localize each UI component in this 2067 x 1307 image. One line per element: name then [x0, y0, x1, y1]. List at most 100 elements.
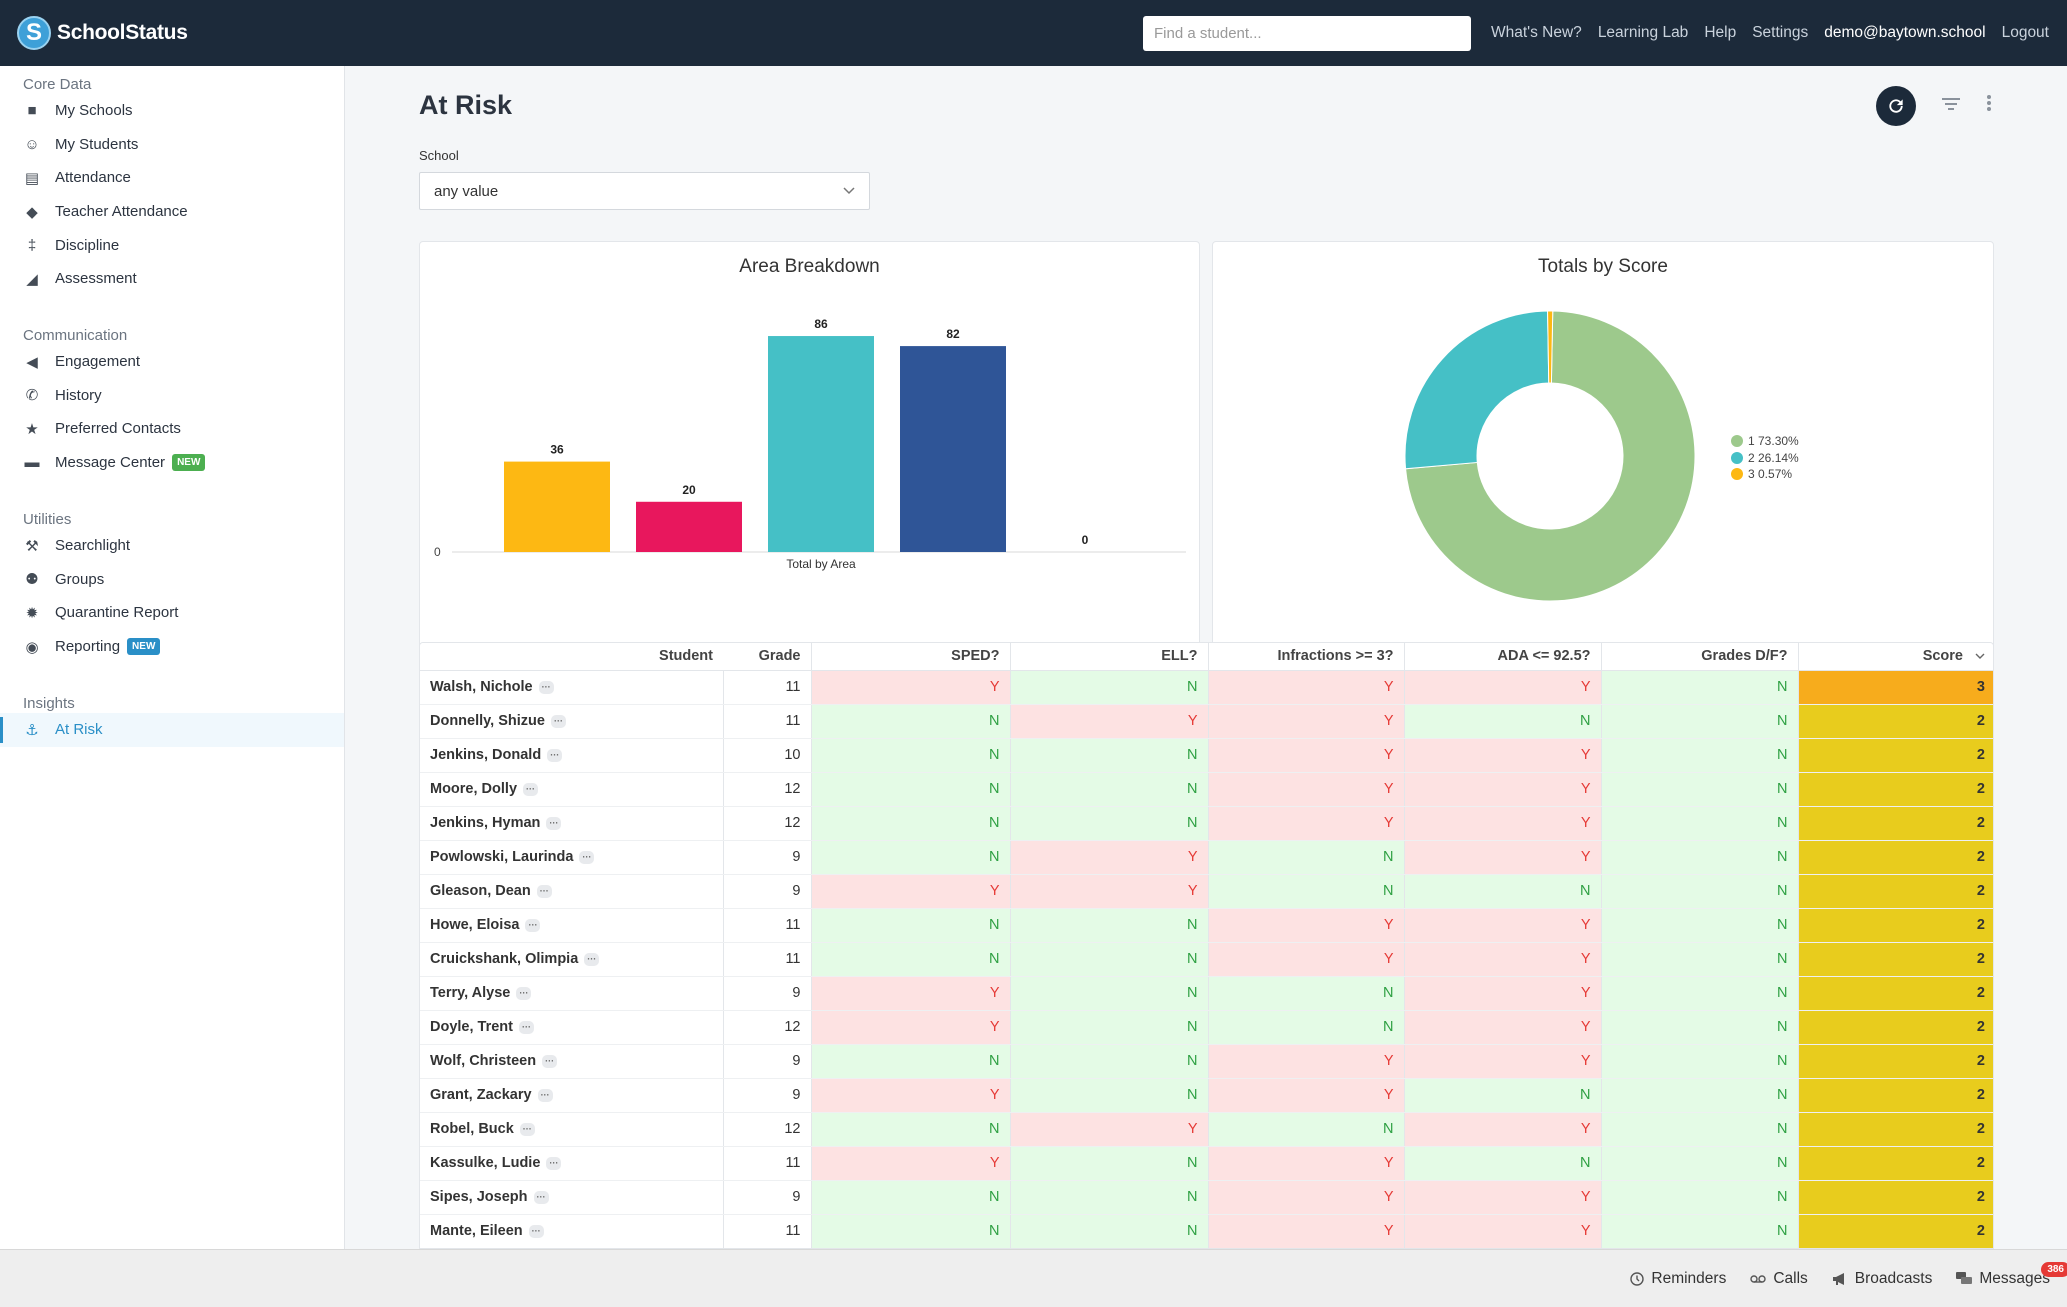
sidebar-item-reporting[interactable]: ◉ Reporting NEW: [0, 630, 344, 664]
donut-slice-score-1[interactable]: [1405, 310, 1696, 602]
table-row[interactable]: Terry, Alyse ··· 9 Y N N Y N 2: [420, 976, 1993, 1011]
settings-link[interactable]: Settings: [1752, 24, 1809, 41]
student-name-cell[interactable]: Moore, Dolly ···: [420, 772, 724, 807]
table-row[interactable]: Moore, Dolly ··· 12 N N Y Y N 2: [420, 772, 1993, 807]
table-row[interactable]: Sipes, Joseph ··· 9 N N Y Y N 2: [420, 1180, 1993, 1215]
student-name-cell[interactable]: Terry, Alyse ···: [420, 976, 724, 1011]
messages-button[interactable]: Messages 386: [1956, 1261, 2067, 1288]
column-header-infractions-3[interactable]: Infractions >= 3?: [1207, 643, 1404, 671]
student-more-button[interactable]: ···: [537, 1088, 553, 1102]
column-header-ada-92-5[interactable]: ADA <= 92.5?: [1403, 643, 1601, 671]
column-header-score[interactable]: Score: [1797, 643, 1993, 671]
sidebar-item-at-risk[interactable]: ⚓ At Risk: [0, 713, 344, 747]
student-name-cell[interactable]: Gleason, Dean ···: [420, 874, 724, 909]
student-more-button[interactable]: ···: [546, 816, 562, 830]
whats-new-link[interactable]: What's New?: [1490, 24, 1582, 41]
student-more-button[interactable]: ···: [579, 850, 595, 864]
legend-item-score-1[interactable]: 1 73.30%: [1731, 433, 1799, 450]
bar-sped[interactable]: [504, 461, 610, 552]
table-row[interactable]: Kassulke, Ludie ··· 11 Y N Y N N 2: [420, 1146, 1993, 1181]
filter-button[interactable]: [1942, 95, 1960, 117]
sidebar-item-engagement[interactable]: ◀ Engagement: [0, 345, 344, 379]
sidebar-item-history[interactable]: ✆ History: [0, 379, 344, 413]
student-name-cell[interactable]: Kassulke, Ludie ···: [420, 1146, 724, 1181]
table-row[interactable]: Gleason, Dean ··· 9 Y Y N N N 2: [420, 874, 1993, 909]
sidebar-item-attendance[interactable]: ▤ Attendance: [0, 161, 344, 195]
student-name-cell[interactable]: Powlowski, Laurinda ···: [420, 840, 724, 875]
bar-ada[interactable]: [900, 346, 1006, 552]
learning-lab-link[interactable]: Learning Lab: [1597, 24, 1689, 41]
app-logo[interactable]: S SchoolStatus: [17, 16, 188, 50]
legend-item-score-2[interactable]: 2 26.14%: [1731, 450, 1799, 467]
donut-slice-score-2[interactable]: [1404, 310, 1550, 470]
student-name-cell[interactable]: Jenkins, Donald ···: [420, 738, 724, 773]
refresh-button[interactable]: [1876, 86, 1916, 126]
student-more-button[interactable]: ···: [519, 1020, 534, 1034]
user-account-link[interactable]: demo@baytown.school: [1824, 24, 1986, 41]
table-row[interactable]: Jenkins, Hyman ··· 12 N N Y Y N 2: [420, 806, 1993, 841]
student-more-button[interactable]: ···: [546, 1156, 562, 1170]
student-name-cell[interactable]: Walsh, Nichole ···: [420, 670, 724, 705]
student-name-cell[interactable]: Wolf, Christeen ···: [420, 1044, 724, 1079]
student-more-button[interactable]: ···: [584, 952, 600, 966]
student-name-cell[interactable]: Howe, Eloisa ···: [420, 908, 724, 943]
table-row[interactable]: Howe, Eloisa ··· 11 N N Y Y N 2: [420, 908, 1993, 943]
student-name-cell[interactable]: Doyle, Trent ···: [420, 1010, 724, 1045]
student-more-button[interactable]: ···: [547, 748, 563, 762]
student-more-button[interactable]: ···: [542, 1054, 558, 1068]
broadcasts-button[interactable]: Broadcasts: [1832, 1270, 1932, 1288]
student-name-cell[interactable]: Sipes, Joseph ···: [420, 1180, 724, 1215]
sidebar-item-searchlight[interactable]: ⚒ Searchlight: [0, 529, 344, 563]
column-header-grades-d-f[interactable]: Grades D/F?: [1600, 643, 1798, 671]
column-header-student[interactable]: Student: [420, 643, 723, 671]
school-filter-select[interactable]: any value: [419, 172, 870, 210]
bar-ell[interactable]: [636, 501, 742, 552]
student-more-button[interactable]: ···: [538, 680, 554, 694]
sidebar-item-message-center[interactable]: ▬ Message Center NEW: [0, 446, 344, 480]
donut-slice-score-3[interactable]: [1547, 310, 1554, 384]
student-name-cell[interactable]: Grant, Zackary ···: [420, 1078, 724, 1113]
student-more-button[interactable]: ···: [516, 986, 532, 1000]
table-row[interactable]: Powlowski, Laurinda ··· 9 N Y N Y N 2: [420, 840, 1993, 875]
more-options-button[interactable]: [1986, 94, 1992, 118]
column-header-ell[interactable]: ELL?: [1009, 643, 1208, 671]
table-row[interactable]: Grant, Zackary ··· 9 Y N Y N N 2: [420, 1078, 1993, 1113]
student-more-button[interactable]: ···: [533, 1190, 549, 1204]
student-more-button[interactable]: ···: [536, 884, 552, 898]
table-row[interactable]: Doyle, Trent ··· 12 Y N N Y N 2: [420, 1010, 1993, 1045]
table-row[interactable]: Walsh, Nichole ··· 11 Y N Y Y N 3: [420, 670, 1993, 705]
bar-infractions[interactable]: [768, 336, 874, 552]
student-name-cell[interactable]: Cruickshank, Olimpia ···: [420, 942, 724, 977]
student-search-input[interactable]: [1143, 16, 1471, 51]
sidebar-item-my-schools[interactable]: ■ My Schools: [0, 94, 344, 128]
student-more-button[interactable]: ···: [525, 918, 541, 932]
table-row[interactable]: Cruickshank, Olimpia ··· 11 N N Y Y N 2: [420, 942, 1993, 977]
sidebar-item-quarantine-report[interactable]: ✹ Quarantine Report: [0, 596, 344, 630]
student-more-button[interactable]: ···: [519, 1122, 535, 1136]
table-row[interactable]: Jenkins, Donald ··· 10 N N Y Y N 2: [420, 738, 1993, 773]
reminders-button[interactable]: Reminders: [1630, 1270, 1726, 1288]
student-more-button[interactable]: ···: [528, 1224, 544, 1238]
student-more-button[interactable]: ···: [523, 782, 539, 796]
sidebar-item-my-students[interactable]: ☺ My Students: [0, 128, 344, 162]
legend-item-score-3[interactable]: 3 0.57%: [1731, 466, 1799, 483]
column-header-grade[interactable]: Grade: [723, 643, 811, 671]
student-name-cell[interactable]: Mante, Eileen ···: [420, 1214, 724, 1248]
table-row[interactable]: Mante, Eileen ··· 11 N N Y Y N 2: [420, 1214, 1993, 1248]
logout-link[interactable]: Logout: [2001, 24, 2049, 41]
student-name-cell[interactable]: Jenkins, Hyman ···: [420, 806, 724, 841]
student-name-cell[interactable]: Robel, Buck ···: [420, 1112, 724, 1147]
help-link[interactable]: Help: [1704, 24, 1737, 41]
table-row[interactable]: Donnelly, Shizue ··· 11 N Y Y N N 2: [420, 704, 1993, 739]
sidebar-item-teacher-attendance[interactable]: ◆ Teacher Attendance: [0, 195, 344, 229]
student-more-button[interactable]: ···: [550, 714, 566, 728]
column-header-sped[interactable]: SPED?: [810, 643, 1010, 671]
sidebar-item-preferred-contacts[interactable]: ★ Preferred Contacts: [0, 412, 344, 446]
sidebar-item-assessment[interactable]: ◢ Assessment: [0, 262, 344, 296]
calls-button[interactable]: Calls: [1750, 1270, 1808, 1288]
student-name-cell[interactable]: Donnelly, Shizue ···: [420, 704, 724, 739]
sidebar-item-groups[interactable]: ⚉ Groups: [0, 563, 344, 597]
sidebar-item-discipline[interactable]: ‡ Discipline: [0, 228, 344, 262]
table-row[interactable]: Robel, Buck ··· 12 N Y N Y N 2: [420, 1112, 1993, 1147]
table-row[interactable]: Wolf, Christeen ··· 9 N N Y Y N 2: [420, 1044, 1993, 1079]
